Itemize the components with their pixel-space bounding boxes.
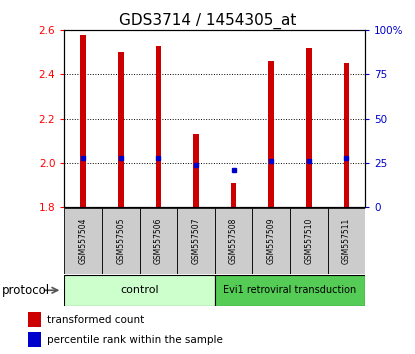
- FancyBboxPatch shape: [139, 208, 177, 274]
- FancyBboxPatch shape: [252, 208, 290, 274]
- Bar: [231, 183, 237, 207]
- Text: GSM557509: GSM557509: [267, 217, 276, 264]
- Text: control: control: [120, 285, 159, 295]
- Text: transformed count: transformed count: [47, 315, 144, 325]
- Bar: [269, 61, 274, 207]
- Bar: [306, 48, 312, 207]
- Bar: [193, 134, 199, 207]
- Bar: [81, 34, 86, 207]
- Text: GSM557508: GSM557508: [229, 217, 238, 264]
- Bar: [118, 52, 124, 207]
- FancyBboxPatch shape: [215, 208, 252, 274]
- Text: GSM557504: GSM557504: [78, 217, 88, 264]
- FancyBboxPatch shape: [64, 275, 215, 306]
- Text: GSM557505: GSM557505: [116, 217, 125, 264]
- FancyBboxPatch shape: [64, 208, 102, 274]
- FancyBboxPatch shape: [215, 275, 365, 306]
- Bar: [344, 63, 349, 207]
- Text: protocol: protocol: [2, 284, 50, 297]
- Text: GDS3714 / 1454305_at: GDS3714 / 1454305_at: [119, 12, 296, 29]
- Text: GSM557506: GSM557506: [154, 217, 163, 264]
- Bar: [156, 46, 161, 207]
- Text: Evi1 retroviral transduction: Evi1 retroviral transduction: [223, 285, 356, 295]
- Bar: [28, 312, 42, 327]
- Bar: [28, 332, 42, 347]
- FancyBboxPatch shape: [327, 208, 365, 274]
- Text: percentile rank within the sample: percentile rank within the sample: [47, 335, 223, 345]
- Text: GSM557510: GSM557510: [304, 217, 313, 264]
- Text: GSM557511: GSM557511: [342, 218, 351, 264]
- Text: GSM557507: GSM557507: [191, 217, 200, 264]
- FancyBboxPatch shape: [290, 208, 327, 274]
- FancyBboxPatch shape: [102, 208, 139, 274]
- FancyBboxPatch shape: [177, 208, 215, 274]
